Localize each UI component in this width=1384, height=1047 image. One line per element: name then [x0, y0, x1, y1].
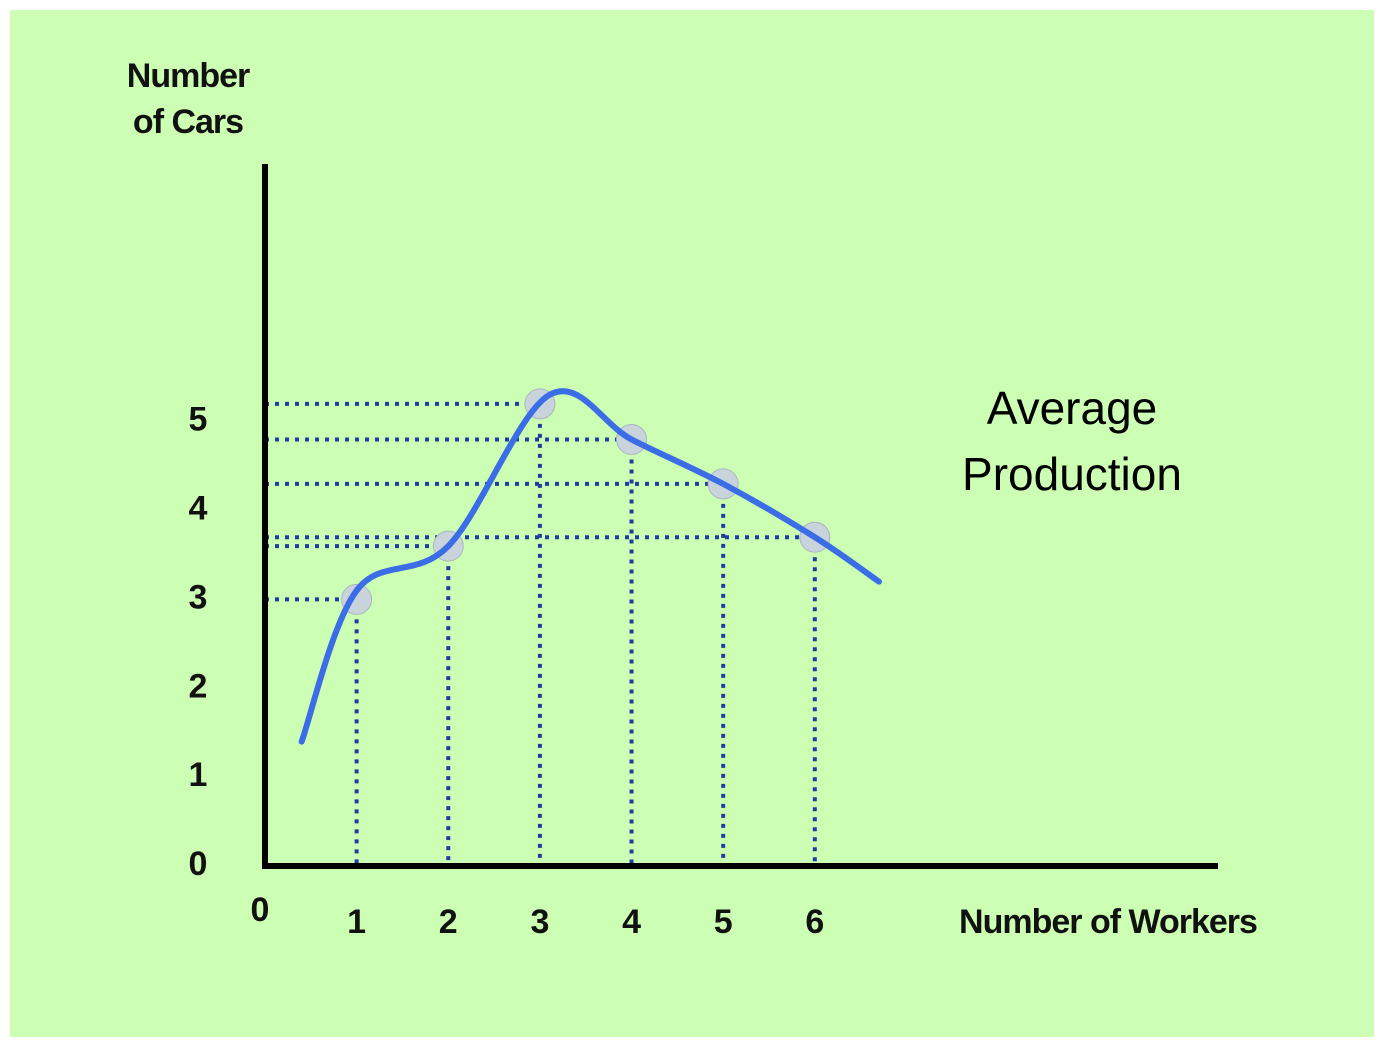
y-tick-label: 3	[189, 578, 208, 616]
x-tick-label: 2	[439, 903, 458, 941]
y-tick-label: 4	[189, 490, 208, 528]
y-tick-label: 1	[189, 756, 208, 794]
y-tick-label: 5	[189, 401, 208, 439]
x-tick-label: 0	[251, 891, 270, 929]
y-axis-label: Number	[127, 57, 250, 95]
x-tick-label: 3	[530, 903, 549, 941]
chart-title: Production	[962, 448, 1182, 500]
x-tick-label: 1	[347, 903, 366, 941]
y-tick-label: 2	[189, 667, 208, 705]
x-tick-label: 5	[714, 903, 733, 941]
curve	[298, 388, 882, 745]
y-tick-label: 0	[189, 845, 208, 883]
chart-title: Average	[987, 382, 1158, 434]
background	[10, 10, 1374, 1037]
x-tick-label: 4	[622, 903, 641, 941]
x-tick-label: 6	[805, 903, 824, 941]
y-axis-label: of Cars	[133, 103, 243, 141]
x-axis-label: Number of Workers	[959, 903, 1257, 941]
